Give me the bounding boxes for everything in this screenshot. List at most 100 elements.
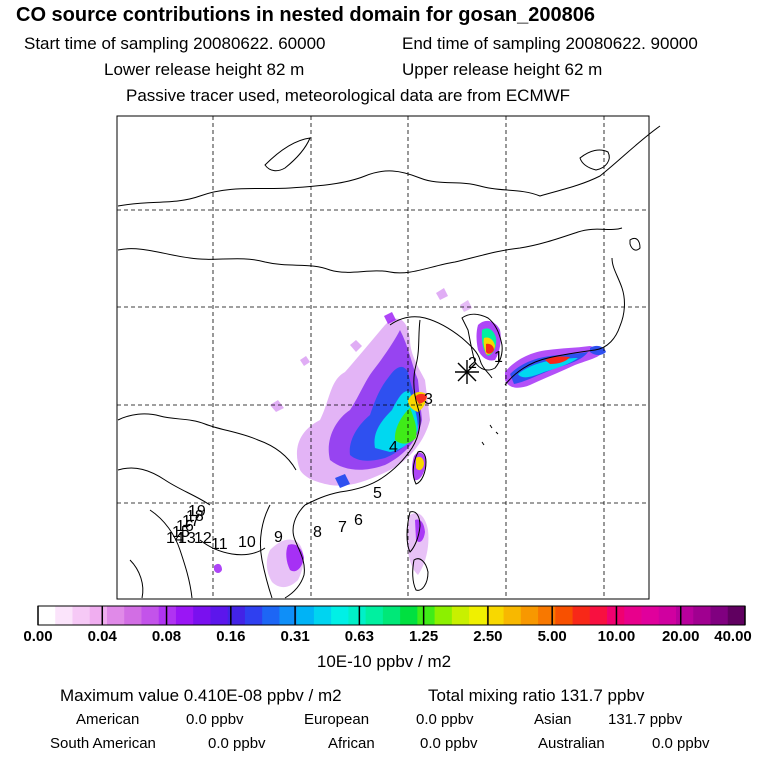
colorbar-cell [434, 606, 453, 625]
colorbar-cell [589, 606, 608, 625]
colorbar-tick-label: 0.04 [87, 628, 117, 645]
region-australian-value: 0.0 ppbv [652, 735, 710, 752]
colorbar-unit: 10E-10 ppbv / m2 [316, 652, 452, 671]
colorbar-cell [572, 606, 591, 625]
colorbar-cell [296, 606, 315, 625]
colorbar-cell [624, 606, 642, 625]
source-label-14: 14 [166, 530, 184, 547]
source-label-17: 17 [182, 513, 200, 530]
colorbar-tick-label: 5.00 [537, 628, 567, 645]
colorbar-cell [141, 606, 160, 625]
source-label-15: 15 [172, 524, 190, 541]
colorbar-tick-label: 2.50 [473, 628, 503, 645]
source-label-5: 5 [373, 485, 382, 502]
colorbar-cell [400, 606, 418, 625]
colorbar-cell [38, 606, 56, 625]
region-australian-label: Australian [538, 735, 605, 752]
colorbar-cell [520, 606, 539, 625]
colorbar-cell [451, 606, 470, 625]
source-label-4: 4 [389, 439, 398, 456]
region-south-american-value: 0.0 ppbv [208, 735, 266, 752]
colorbar-cell [382, 606, 401, 625]
colorbar-cell [262, 606, 280, 625]
source-label-1: 1 [494, 349, 503, 366]
colorbar-cell [193, 606, 211, 625]
source-label-18: 18 [186, 508, 204, 525]
region-asian-label: Asian [534, 711, 572, 728]
colorbar-cell [469, 606, 487, 625]
source-label-13: 13 [178, 530, 196, 547]
colorbar-cell [365, 606, 384, 625]
colorbar-cell [555, 606, 573, 625]
colorbar-cell [210, 606, 229, 625]
colorbar-cell [348, 606, 367, 625]
region-african-label: African [328, 735, 375, 752]
total-mixing-ratio: Total mixing ratio 131.7 ppbv [428, 686, 645, 705]
region-european-label: European [304, 711, 370, 728]
colorbar-cell [727, 606, 746, 625]
source-label-10: 10 [238, 534, 256, 551]
colorbar-cell [158, 606, 177, 625]
upper-release-height: Upper release height 62 m [402, 60, 603, 79]
colorbar-cell [693, 606, 711, 625]
colorbar-cell [106, 606, 125, 625]
colorbar-cell [676, 606, 694, 625]
colorbar-cell [244, 606, 263, 625]
colorbar-cell [313, 606, 332, 625]
colorbar-cell [89, 606, 108, 625]
colorbar-cell [658, 606, 677, 625]
colorbar-cell [486, 606, 504, 625]
tracer-note: Passive tracer used, meteorological data… [126, 86, 571, 105]
colorbar-cell [331, 606, 349, 625]
receptor-star-icon [455, 360, 479, 384]
source-label-16: 16 [176, 518, 194, 535]
colorbar-cell [227, 606, 246, 625]
source-label-8: 8 [313, 524, 322, 541]
colorbar-cell [124, 606, 142, 625]
source-label-3: 3 [424, 391, 433, 408]
region-south-american-label: South American [50, 735, 156, 752]
map-grid [117, 116, 649, 599]
source-label-9: 9 [274, 529, 283, 546]
source-label-19: 19 [188, 503, 206, 520]
colorbar-tick-label: 0.63 [344, 628, 374, 645]
source-label-12: 12 [194, 530, 212, 547]
colorbar-tick-label: 1.25 [409, 628, 439, 645]
map-title: CO source contributions in nested domain… [16, 4, 596, 26]
end-time: End time of sampling 20080622. 90000 [402, 34, 698, 53]
source-label-2: 2 [468, 355, 477, 372]
colorbar-cell [538, 606, 556, 625]
region-african-value: 0.0 ppbv [420, 735, 478, 752]
colorbar-cell [641, 606, 660, 625]
map-frame [116, 115, 650, 600]
colorbar-cell [72, 606, 91, 625]
colorbar-tick-label: 10.00 [597, 628, 636, 645]
region-american-label: American [76, 711, 140, 728]
colorbar-ticks [37, 606, 746, 625]
colorbar-cell [55, 606, 73, 625]
colorbar-cell [279, 606, 298, 625]
coastlines [117, 125, 661, 599]
colorbar-tick-label: 0.00 [23, 628, 53, 645]
colorbar-tick-label: 0.31 [280, 628, 310, 645]
colorbar-tick-label: 40.00 [714, 628, 752, 645]
start-time: Start time of sampling 20080622. 60000 [24, 34, 326, 53]
colorbar-cell [503, 606, 522, 625]
plume-field [214, 288, 606, 588]
colorbar-tick-label: 0.08 [151, 628, 182, 645]
lower-release-height: Lower release height 82 m [104, 60, 305, 79]
colorbar-tick-label: 20.00 [661, 628, 700, 645]
colorbar-cell [710, 606, 729, 625]
colorbar-cell [417, 606, 436, 625]
region-asian-value: 131.7 ppbv [608, 711, 683, 728]
colorbar [37, 605, 746, 626]
source-label-6: 6 [354, 512, 363, 529]
source-label-7: 7 [338, 519, 347, 536]
max-value: Maximum value 0.410E-08 ppbv / m2 [60, 686, 342, 705]
source-label-11: 11 [211, 536, 228, 553]
region-american-value: 0.0 ppbv [186, 711, 244, 728]
region-european-value: 0.0 ppbv [416, 711, 474, 728]
colorbar-tick-label: 0.16 [216, 628, 246, 645]
colorbar-cell [175, 606, 194, 625]
